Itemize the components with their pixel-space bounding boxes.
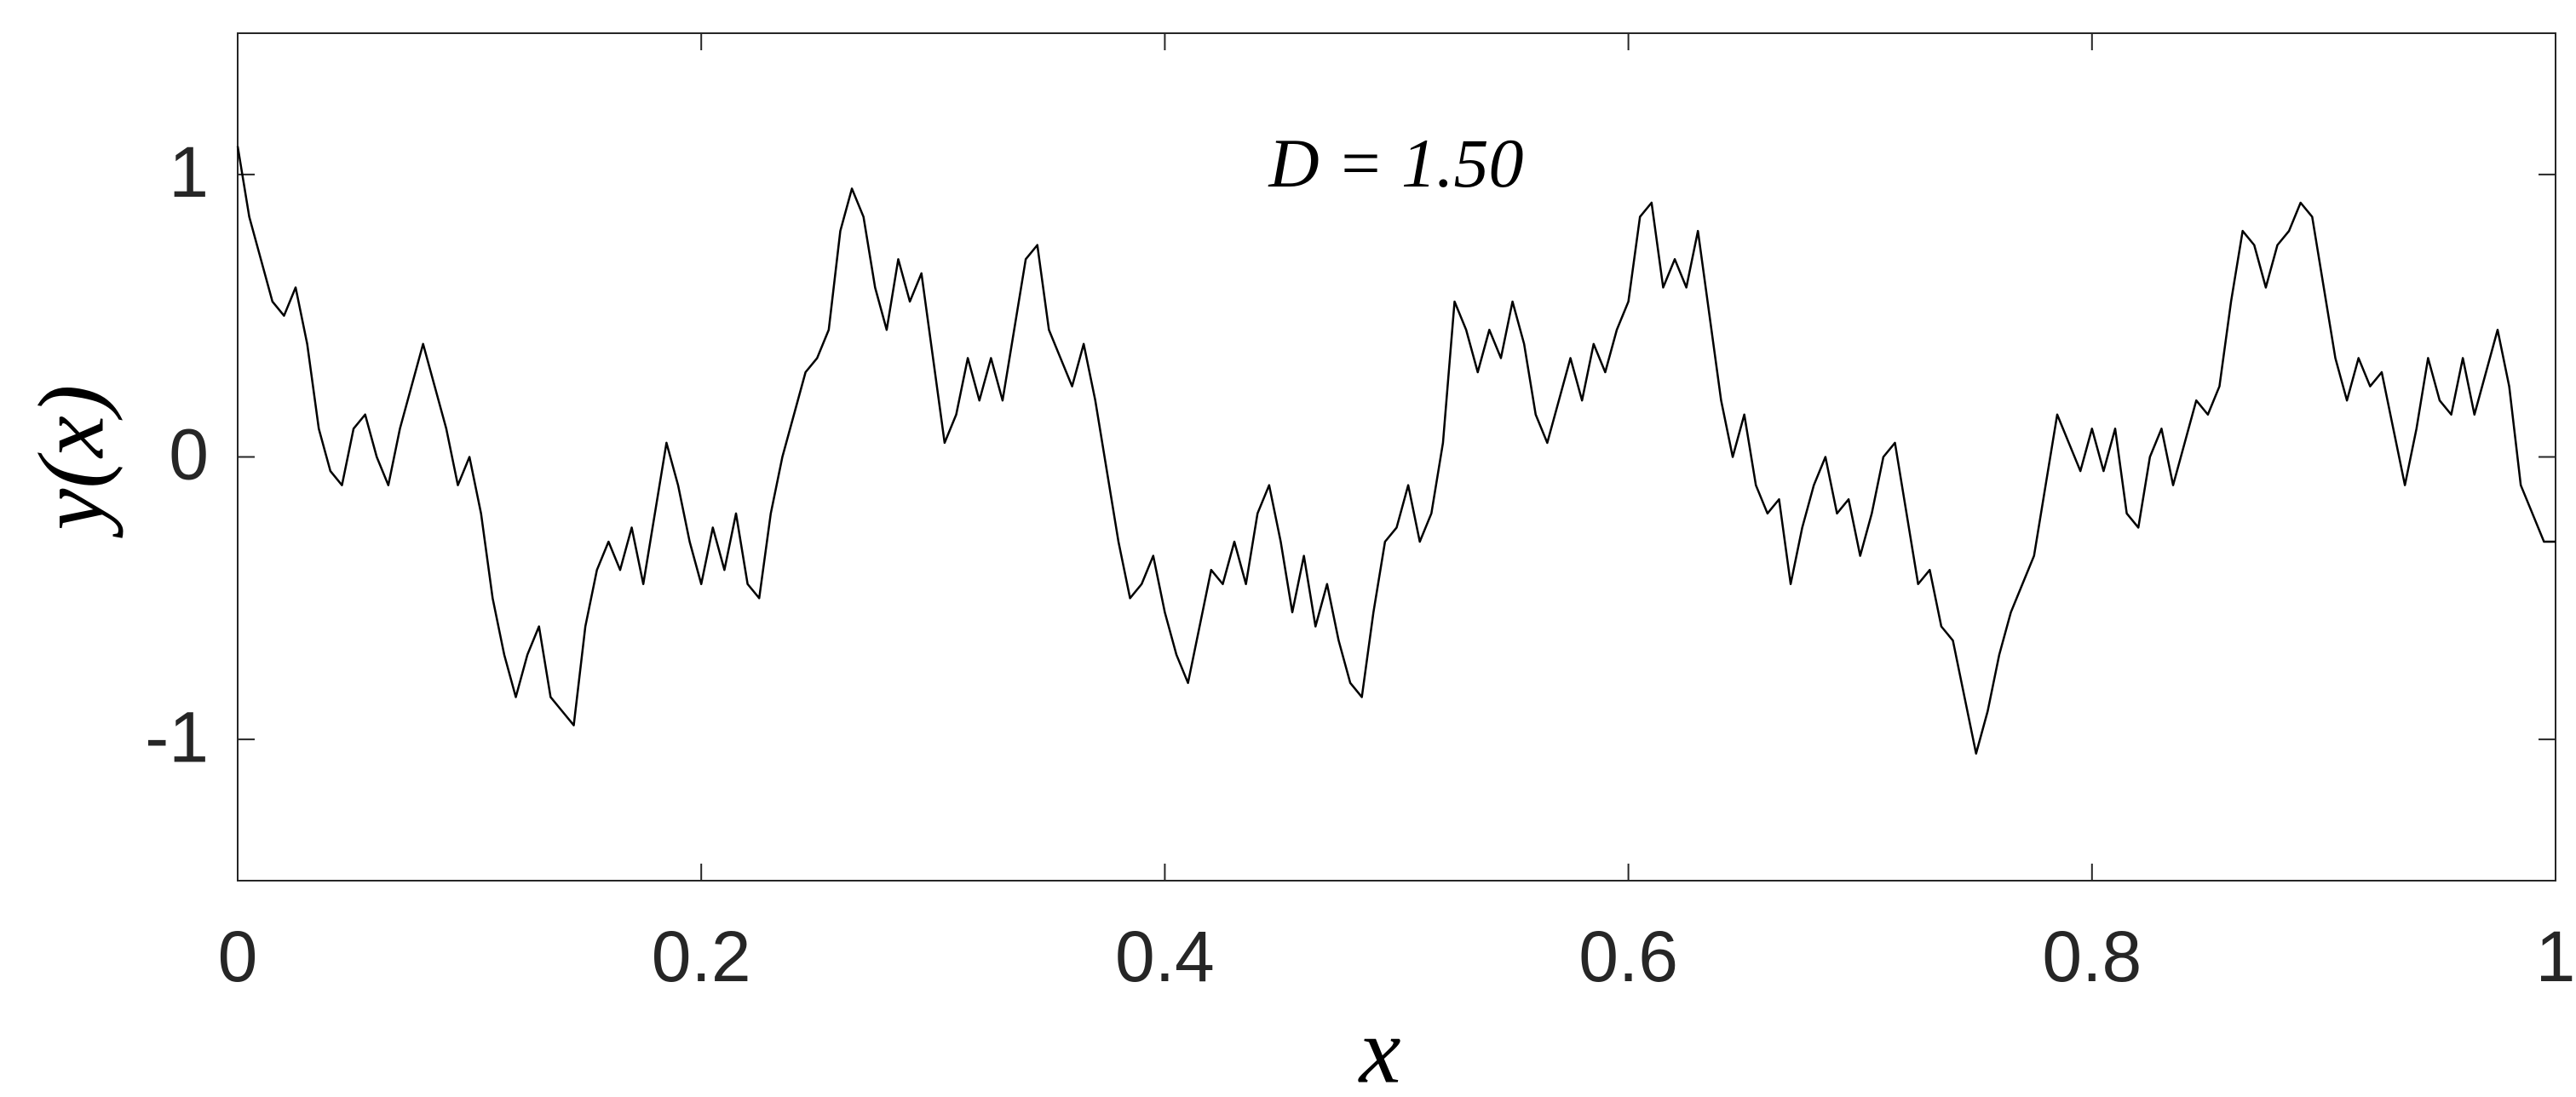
x-tick-label: 0.2 xyxy=(652,916,751,996)
y-tick-label: 0 xyxy=(169,415,209,495)
y-tick-label: -1 xyxy=(145,697,209,777)
data-line xyxy=(236,146,2556,755)
x-tick-label: 0.6 xyxy=(1578,916,1678,996)
x-axis-label: x xyxy=(1358,998,1401,1097)
y-tick-label: 1 xyxy=(169,132,209,212)
y-axis-label: y(x) xyxy=(19,385,123,539)
x-tick-label: 0.8 xyxy=(2042,916,2142,996)
x-tick-label: 0 xyxy=(218,916,258,996)
annotation: D = 1.50 xyxy=(1268,124,1523,202)
x-tick-label: 1 xyxy=(2536,916,2576,996)
axes-box xyxy=(237,32,2556,882)
x-tick-label: 0.4 xyxy=(1115,916,1215,996)
